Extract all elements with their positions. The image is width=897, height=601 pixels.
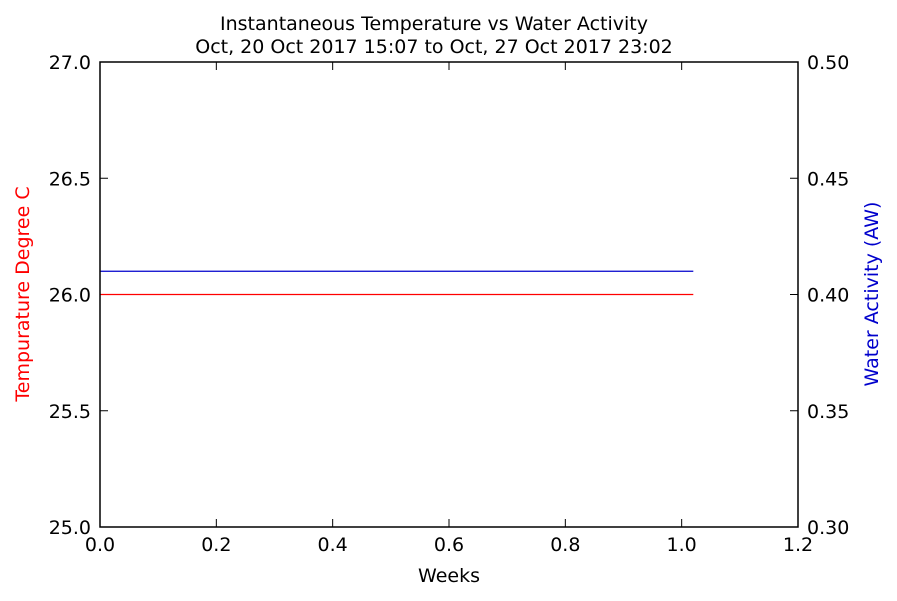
chart-title: Instantaneous Temperature vs Water Activ… — [220, 13, 648, 35]
left-y-tick-label: 26.5 — [49, 168, 91, 190]
right-y-tick-label: 0.50 — [807, 52, 849, 74]
x-tick-label: 0.0 — [85, 534, 115, 556]
x-tick-label: 1.2 — [783, 534, 813, 556]
right-y-tick-label: 0.45 — [807, 168, 849, 190]
plot-frame — [99, 61, 799, 528]
left-y-axis-label: Tempurature Degree C — [12, 186, 34, 402]
x-tick-label: 1.0 — [667, 534, 697, 556]
left-y-axis-ticks: 25.0 25.5 26.0 26.5 27.0 — [49, 52, 108, 539]
chart-subtitle: Oct, 20 Oct 2017 15:07 to Oct, 27 Oct 20… — [195, 36, 673, 58]
x-axis-label: Weeks — [418, 565, 480, 587]
series-lines — [100, 270, 694, 296]
right-y-axis-ticks: 0.30 0.35 0.40 0.45 0.50 — [790, 52, 849, 539]
right-y-tick-label: 0.35 — [807, 401, 849, 423]
left-y-tick-label: 25.5 — [49, 401, 91, 423]
x-tick-label: 0.2 — [201, 534, 231, 556]
right-y-axis-label: Water Activity (AW) — [861, 202, 883, 387]
x-tick-label: 0.8 — [550, 534, 580, 556]
x-tick-label: 0.6 — [434, 534, 464, 556]
x-axis-ticks: 0.0 0.2 0.4 0.6 0.8 1.0 1.2 — [85, 62, 813, 556]
left-y-tick-label: 26.0 — [49, 285, 91, 307]
right-y-tick-label: 0.30 — [807, 517, 849, 539]
left-y-tick-label: 27.0 — [49, 52, 91, 74]
x-tick-label: 0.4 — [318, 534, 348, 556]
right-y-tick-label: 0.40 — [807, 285, 849, 307]
left-y-tick-label: 25.0 — [49, 517, 91, 539]
